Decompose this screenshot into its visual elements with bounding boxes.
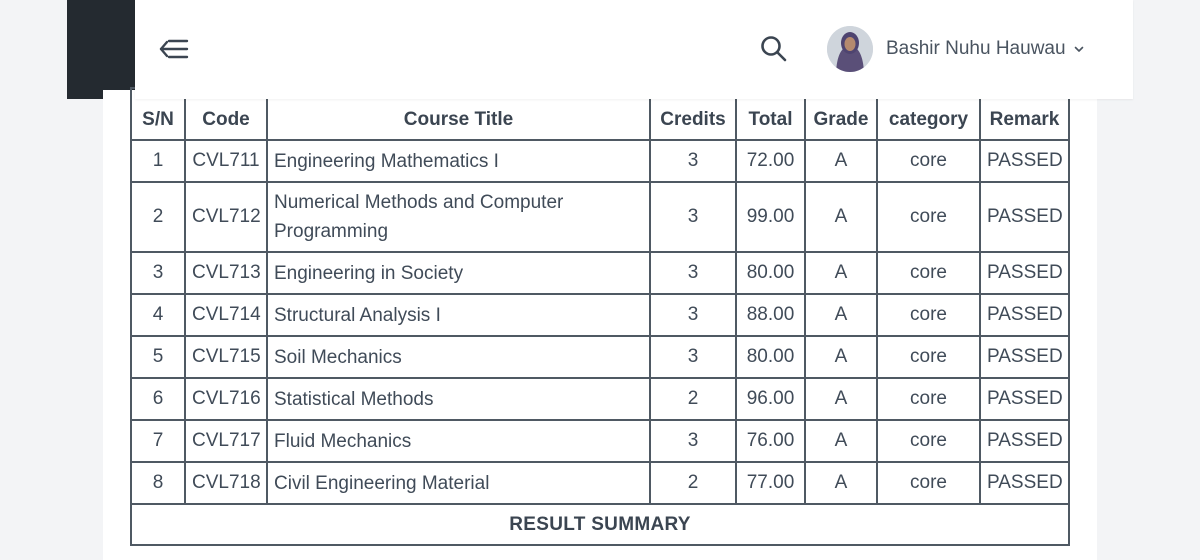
cell-course-title: Statistical Methods <box>266 377 651 421</box>
cell-category: core <box>876 461 981 505</box>
cell-credits: 3 <box>649 139 737 183</box>
cell-remark: PASSED <box>979 335 1070 379</box>
cell-sn: 6 <box>130 377 186 421</box>
cell-code: CVL712 <box>184 181 268 253</box>
cell-credits: 2 <box>649 461 737 505</box>
cell-credits: 3 <box>649 335 737 379</box>
cell-category: core <box>876 335 981 379</box>
search-icon <box>761 36 787 62</box>
cell-total: 80.00 <box>735 251 806 295</box>
cell-credits: 3 <box>649 419 737 463</box>
cell-total: 76.00 <box>735 419 806 463</box>
summary-row: RESULT SUMMARY <box>130 503 1070 546</box>
cell-credits: 3 <box>649 251 737 295</box>
cell-code: CVL716 <box>184 377 268 421</box>
menu-toggle-button[interactable] <box>159 36 189 62</box>
cell-sn: 8 <box>130 461 186 505</box>
cell-credits: 2 <box>649 377 737 421</box>
cell-remark: PASSED <box>979 377 1070 421</box>
cell-total: 77.00 <box>735 461 806 505</box>
table-row: 7 CVL717 Fluid Mechanics 3 76.00 A core … <box>130 419 1070 463</box>
cell-remark: PASSED <box>979 461 1070 505</box>
cell-sn: 7 <box>130 419 186 463</box>
cell-credits: 3 <box>649 181 737 253</box>
cell-category: core <box>876 419 981 463</box>
top-navbar: Bashir Nuhu Hauwau <box>135 0 1133 99</box>
cell-remark: PASSED <box>979 139 1070 183</box>
cell-grade: A <box>804 139 878 183</box>
cell-total: 88.00 <box>735 293 806 337</box>
result-summary-heading: RESULT SUMMARY <box>130 503 1070 546</box>
cell-course-title: Numerical Methods and Computer Programmi… <box>266 181 651 253</box>
cell-category: core <box>876 251 981 295</box>
cell-remark: PASSED <box>979 251 1070 295</box>
cell-category: core <box>876 293 981 337</box>
table-row: 6 CVL716 Statistical Methods 2 96.00 A c… <box>130 377 1070 421</box>
cell-course-title: Engineering in Society <box>266 251 651 295</box>
cell-grade: A <box>804 377 878 421</box>
cell-sn: 5 <box>130 335 186 379</box>
cell-code: CVL717 <box>184 419 268 463</box>
table-row: 8 CVL718 Civil Engineering Material 2 77… <box>130 461 1070 505</box>
cell-sn: 1 <box>130 139 186 183</box>
table-row: 3 CVL713 Engineering in Society 3 80.00 … <box>130 251 1070 295</box>
sidebar-strip <box>67 0 135 99</box>
cell-remark: PASSED <box>979 293 1070 337</box>
table-row: 1 CVL711 Engineering Mathematics I 3 72.… <box>130 139 1070 183</box>
chevron-down-icon[interactable] <box>1074 44 1084 54</box>
cell-course-title: Soil Mechanics <box>266 335 651 379</box>
cell-grade: A <box>804 181 878 253</box>
search-button[interactable] <box>759 34 789 64</box>
cell-course-title: Structural Analysis I <box>266 293 651 337</box>
cell-credits: 3 <box>649 293 737 337</box>
cell-course-title: Engineering Mathematics I <box>266 139 651 183</box>
cell-code: CVL718 <box>184 461 268 505</box>
cell-category: core <box>876 181 981 253</box>
cell-grade: A <box>804 335 878 379</box>
user-menu[interactable]: Bashir Nuhu Hauwau <box>827 25 1084 73</box>
cell-category: core <box>876 377 981 421</box>
user-avatar-icon <box>827 26 873 72</box>
cell-grade: A <box>804 293 878 337</box>
cell-total: 96.00 <box>735 377 806 421</box>
cell-sn: 4 <box>130 293 186 337</box>
cell-grade: A <box>804 419 878 463</box>
cell-total: 99.00 <box>735 181 806 253</box>
table-row: 2 CVL712 Numerical Methods and Computer … <box>130 181 1070 253</box>
cell-grade: A <box>804 251 878 295</box>
cell-sn: 2 <box>130 181 186 253</box>
cell-remark: PASSED <box>979 181 1070 253</box>
cell-code: CVL713 <box>184 251 268 295</box>
cell-total: 80.00 <box>735 335 806 379</box>
table-row: 4 CVL714 Structural Analysis I 3 88.00 A… <box>130 293 1070 337</box>
cell-course-title: Fluid Mechanics <box>266 419 651 463</box>
table-row: 5 CVL715 Soil Mechanics 3 80.00 A core P… <box>130 335 1070 379</box>
cell-code: CVL714 <box>184 293 268 337</box>
collapse-menu-icon <box>159 39 189 59</box>
cell-code: CVL715 <box>184 335 268 379</box>
cell-grade: A <box>804 461 878 505</box>
cell-course-title: Civil Engineering Material <box>266 461 651 505</box>
cell-code: CVL711 <box>184 139 268 183</box>
cell-category: core <box>876 139 981 183</box>
cell-remark: PASSED <box>979 419 1070 463</box>
results-table: S/N Code Course Title Credits Total Grad… <box>130 87 1070 546</box>
cell-total: 72.00 <box>735 139 806 183</box>
user-name[interactable]: Bashir Nuhu Hauwau <box>886 38 1066 59</box>
avatar[interactable] <box>827 26 873 72</box>
cell-sn: 3 <box>130 251 186 295</box>
